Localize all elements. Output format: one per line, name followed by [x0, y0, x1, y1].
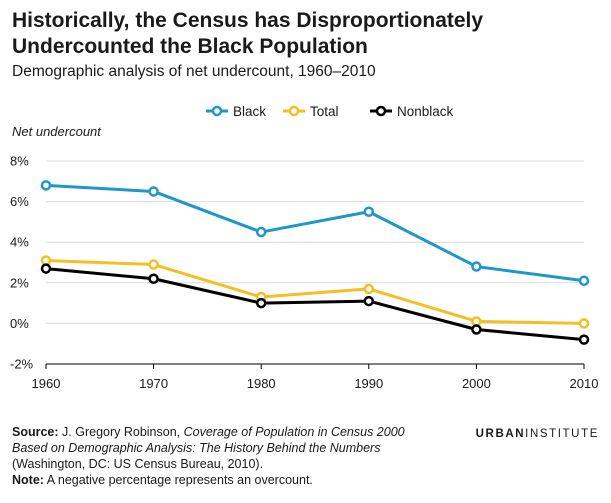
y-tick-label: 0%: [10, 316, 29, 331]
legend-item-total: Total: [283, 104, 339, 119]
series-total: [40, 255, 590, 329]
x-tick-label: 2010: [570, 376, 599, 391]
data-point-black: [578, 275, 590, 287]
series-lines: [40, 180, 590, 345]
source-title: Coverage of Population in Census 2000 Ba…: [12, 425, 405, 455]
data-point-black: [40, 180, 52, 191]
series-line-total: [45, 258, 585, 325]
data-point-nonblack: [40, 263, 52, 274]
x-tick-label: 2000: [462, 376, 491, 391]
data-point-nonblack: [363, 295, 375, 307]
source-label: Source:: [12, 425, 59, 439]
series-nonblack: [40, 263, 590, 345]
y-tick-label: 6%: [10, 194, 29, 209]
source-note: Source: J. Gregory Robinson, Coverage of…: [12, 424, 432, 488]
x-axis-ticks: 1960 1970 1980 1990 2000 2010: [32, 364, 599, 391]
y-axis-ticks: -2% 0% 2% 4% 6% 8%: [10, 154, 34, 372]
legend-swatch-marker: [288, 105, 300, 117]
data-point-black: [471, 261, 482, 272]
x-tick-label: 1960: [32, 376, 61, 391]
data-point-total: [363, 283, 375, 295]
data-point-total: [40, 255, 52, 266]
y-tick-label: 4%: [10, 235, 29, 250]
legend-label: Black: [233, 104, 266, 119]
urban-institute-logo: URBANINSTITUTE: [476, 428, 599, 440]
data-point-black: [148, 186, 159, 197]
chart-subtitle: Demographic analysis of net undercount, …: [12, 63, 376, 80]
gridlines: [46, 160, 584, 365]
legend-swatch-marker: [211, 105, 223, 117]
data-point-total: [148, 259, 159, 270]
line-chart: Black Total Nonblack Net undercount -2% 0% 2…: [10, 104, 599, 391]
logo-word-institute: INSTITUTE: [525, 428, 599, 440]
y-axis-label: Net undercount: [12, 124, 102, 139]
legend-label: Nonblack: [397, 104, 454, 119]
legend-label: Total: [310, 104, 339, 119]
x-tick-label: 1980: [247, 376, 276, 391]
data-point-black: [363, 206, 375, 217]
y-tick-label: -2%: [10, 357, 34, 372]
data-point-total: [471, 316, 482, 327]
x-tick-label: 1990: [354, 376, 383, 391]
series-line-black: [45, 183, 585, 283]
logo-word-urban: URBAN: [475, 428, 526, 440]
source-publication: (Washington, DC: US Census Bureau, 2010)…: [12, 457, 264, 471]
data-point-nonblack: [578, 334, 590, 345]
data-point-nonblack: [471, 324, 482, 335]
series-black: [40, 180, 590, 287]
data-point-nonblack: [148, 273, 159, 284]
data-point-black: [255, 226, 267, 238]
chart-title: Historically, the Census has Disproporti…: [12, 9, 484, 58]
note-label: Note:: [12, 473, 44, 487]
note-text: A negative percentage represents an over…: [46, 473, 313, 487]
data-point-nonblack: [255, 297, 267, 309]
legend: Black Total Nonblack: [206, 104, 454, 119]
data-point-total: [578, 318, 590, 329]
source-author: J. Gregory Robinson,: [62, 425, 181, 439]
legend-item-black: Black: [206, 104, 266, 119]
series-line-nonblack: [45, 267, 585, 342]
x-tick-label: 1970: [139, 376, 168, 391]
y-tick-label: 2%: [10, 275, 29, 290]
legend-swatch-marker: [375, 105, 387, 117]
legend-item-nonblack: Nonblack: [370, 104, 454, 119]
y-tick-label: 8%: [10, 154, 29, 169]
